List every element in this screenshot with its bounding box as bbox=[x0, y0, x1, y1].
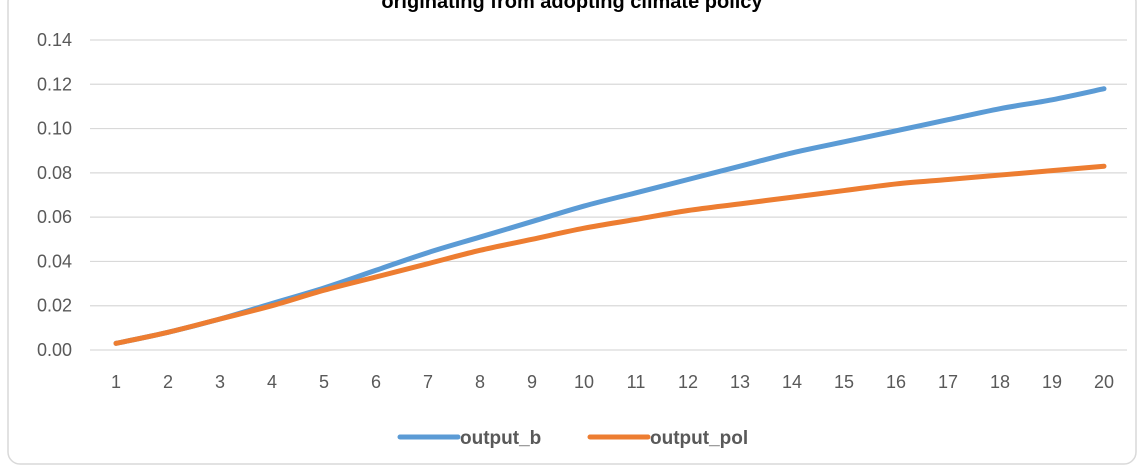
y-tick-label: 0.00 bbox=[37, 340, 72, 360]
x-tick-label: 7 bbox=[423, 372, 433, 392]
x-tick-label: 9 bbox=[527, 372, 537, 392]
x-axis-ticks: 1 2 3 4 5 6 7 8 9 10 11 12 13 14 15 16 17 18 19 20 bbox=[111, 372, 1114, 392]
x-tick-label: 14 bbox=[782, 372, 802, 392]
y-tick-label: 0.04 bbox=[37, 251, 72, 271]
legend: output_b output_pol bbox=[397, 428, 748, 449]
x-tick-label: 13 bbox=[730, 372, 750, 392]
x-tick-label: 11 bbox=[627, 372, 646, 392]
x-tick-label: 2 bbox=[163, 372, 173, 392]
legend-label: output_b bbox=[460, 428, 541, 449]
x-tick-label: 8 bbox=[475, 372, 485, 392]
y-tick-label: 0.14 bbox=[37, 30, 72, 50]
gridlines bbox=[90, 39, 1127, 351]
y-tick-label: 0.02 bbox=[37, 296, 72, 316]
x-tick-label: 10 bbox=[574, 372, 594, 392]
x-tick-label: 17 bbox=[938, 372, 958, 392]
y-tick-label: 0.06 bbox=[37, 207, 72, 227]
x-tick-label: 19 bbox=[1042, 372, 1062, 392]
chart-title: originating from adopting climate policy bbox=[381, 0, 763, 13]
x-tick-label: 5 bbox=[319, 372, 329, 392]
x-tick-label: 18 bbox=[990, 372, 1010, 392]
legend-label: output_pol bbox=[650, 428, 748, 449]
x-tick-label: 15 bbox=[834, 372, 854, 392]
series-line-output_pol bbox=[113, 163, 1107, 346]
x-tick-label: 20 bbox=[1094, 372, 1114, 392]
y-tick-label: 0.10 bbox=[37, 119, 72, 139]
y-tick-label: 0.12 bbox=[37, 74, 72, 94]
x-tick-label: 1 bbox=[111, 372, 121, 392]
x-tick-label: 3 bbox=[215, 372, 225, 392]
x-tick-label: 4 bbox=[267, 372, 277, 392]
series-lines bbox=[113, 86, 1107, 346]
x-tick-label: 6 bbox=[371, 372, 381, 392]
y-tick-label: 0.08 bbox=[37, 163, 72, 183]
y-axis-ticks: 0.00 0.02 0.04 0.06 0.08 0.10 0.12 0.14 bbox=[37, 30, 72, 360]
x-tick-label: 12 bbox=[678, 372, 698, 392]
x-tick-label: 16 bbox=[886, 372, 906, 392]
